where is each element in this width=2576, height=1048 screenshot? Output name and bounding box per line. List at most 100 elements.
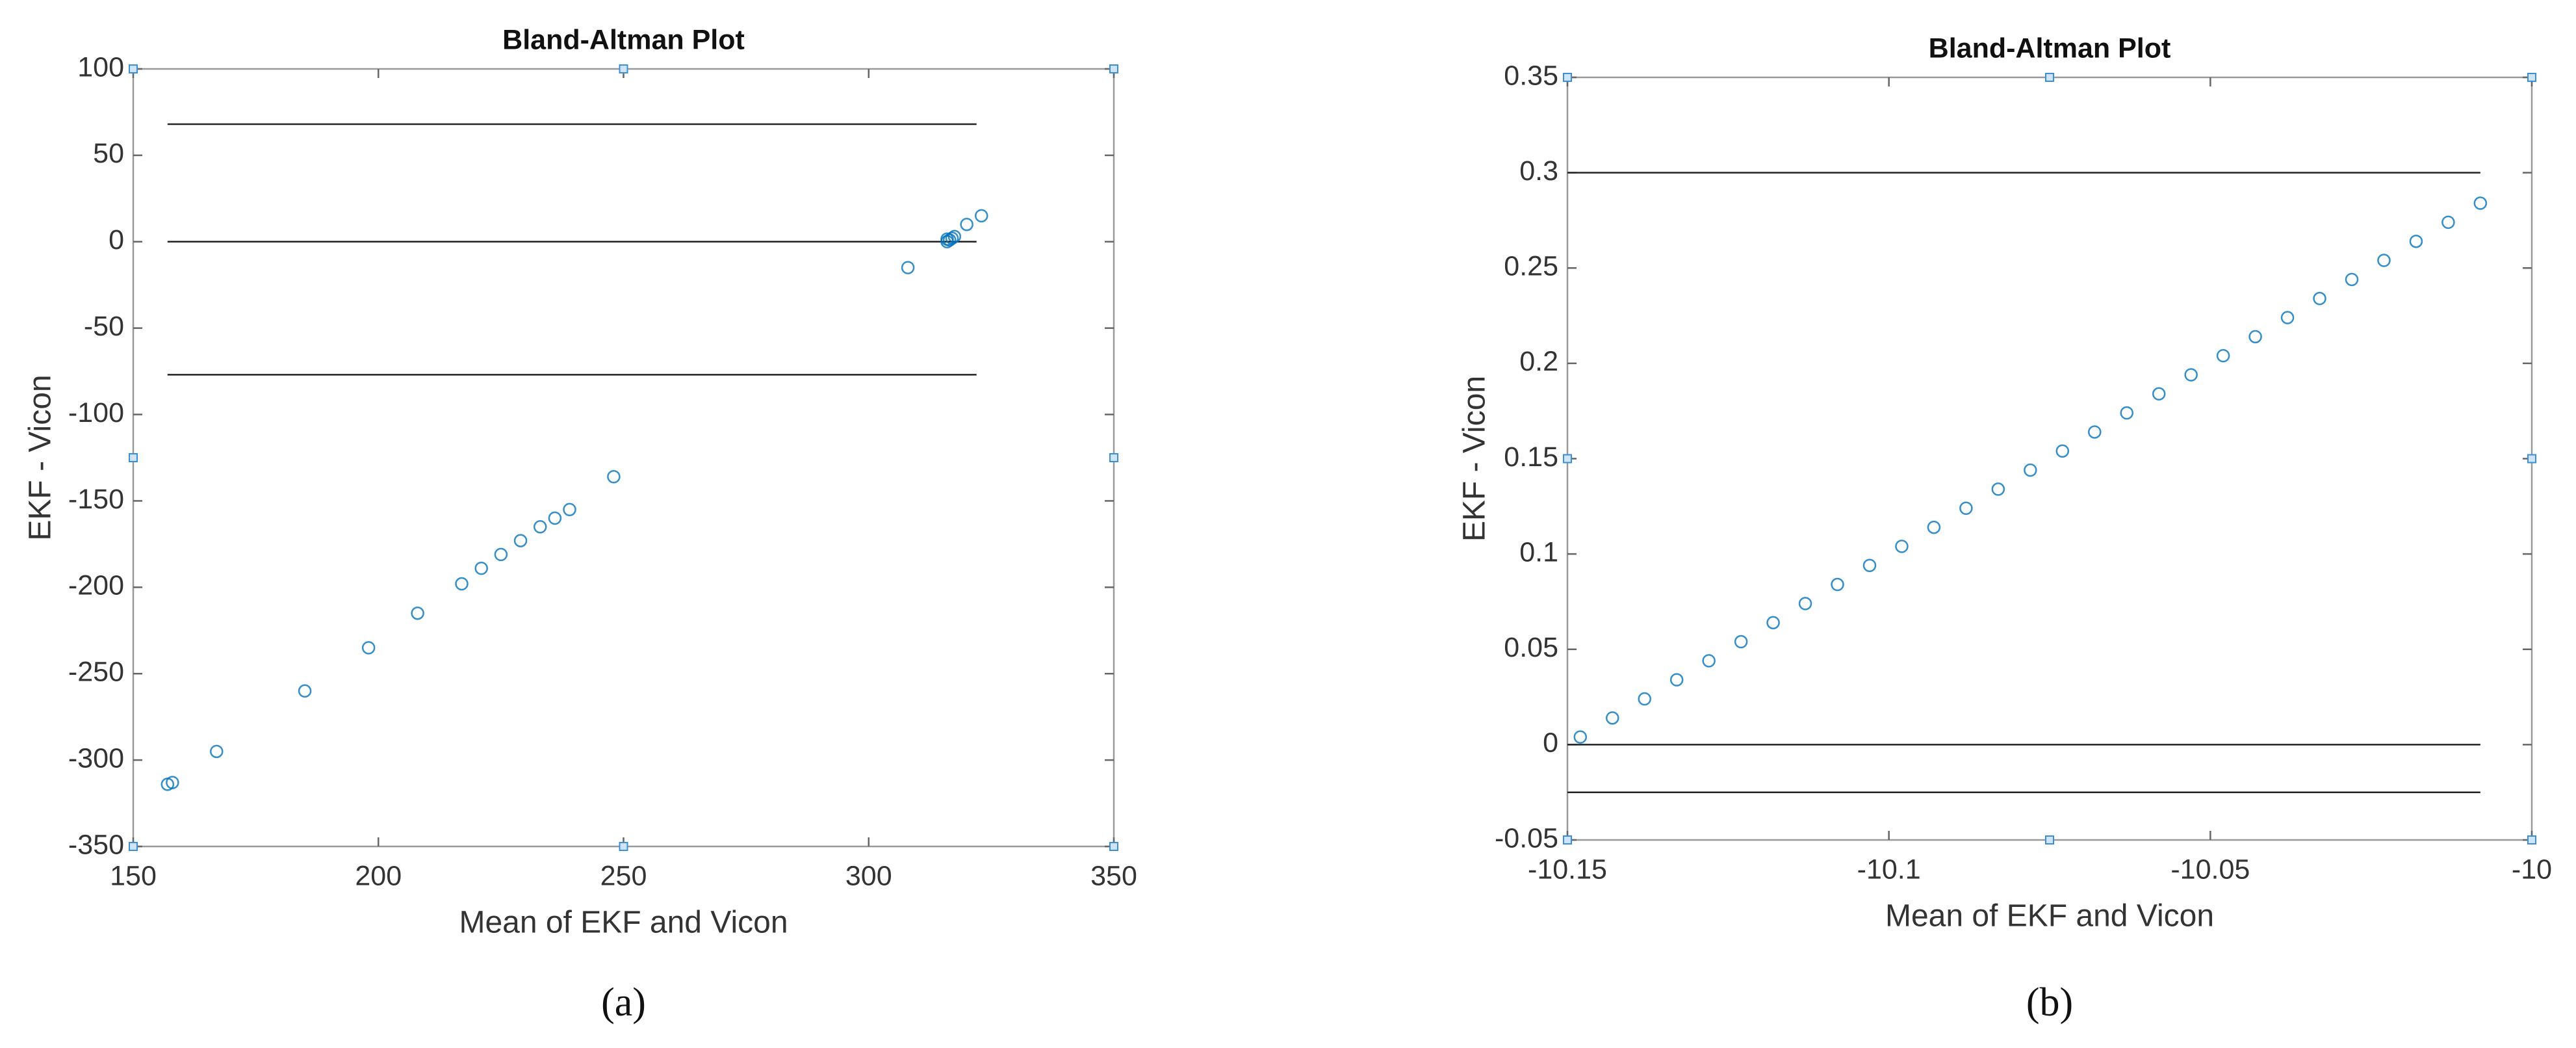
point <box>1862 558 1877 572</box>
point <box>2152 387 2166 401</box>
point <box>2473 196 2488 210</box>
y-tick-label: -150 <box>68 484 124 515</box>
y-axis-label: EKF - Vicon <box>23 374 58 540</box>
x-axis-label: Mean of EKF and Vicon <box>1885 899 2214 934</box>
y-tick-label: 0.25 <box>1504 251 1558 282</box>
selection-handle <box>619 64 628 73</box>
y-tick-label: 100 <box>77 51 124 83</box>
point <box>1766 616 1780 629</box>
point <box>2377 254 2391 267</box>
point <box>1927 520 1941 534</box>
point <box>1895 540 1909 553</box>
y-tick-label: 50 <box>93 138 124 169</box>
x-tick-label: -10 <box>2512 854 2552 885</box>
axes-box <box>1566 76 2533 841</box>
selection-handle <box>2527 835 2536 845</box>
point <box>563 503 576 516</box>
y-tick-label: 0 <box>109 224 124 255</box>
point <box>533 520 547 534</box>
selection-handle <box>129 453 138 462</box>
y-tick-label: 0.15 <box>1504 441 1558 473</box>
panel-label: (a) <box>601 980 646 1025</box>
y-tick-label: -200 <box>68 570 124 601</box>
point <box>513 534 528 547</box>
selection-handle <box>1563 73 1572 82</box>
x-tick-label: -10.1 <box>1857 854 1921 885</box>
selection-handle <box>2527 454 2536 464</box>
x-axis-label: Mean of EKF and Vicon <box>459 906 788 940</box>
selection-handle <box>129 64 138 73</box>
selection-handle <box>2527 73 2536 82</box>
x-tick-label: -10.15 <box>1528 854 1607 885</box>
point <box>2313 291 2326 306</box>
point <box>1573 730 1588 744</box>
point <box>2409 234 2423 248</box>
y-tick-label: 0.3 <box>1519 155 1558 187</box>
x-tick-label: 150 <box>110 860 157 891</box>
y-tick-label: -50 <box>84 311 124 342</box>
y-tick-label: 0.35 <box>1504 60 1558 91</box>
point <box>210 744 224 759</box>
point <box>975 209 988 223</box>
selection-handle <box>129 842 138 851</box>
selection-handle <box>1109 453 1118 462</box>
point <box>166 776 179 789</box>
axes-box <box>132 68 1115 848</box>
y-tick-label: 0.1 <box>1519 536 1558 568</box>
chart-title: Bland-Altman Plot <box>1929 33 2171 64</box>
y-axis-label: EKF - Vicon <box>1458 376 1492 542</box>
selection-handle <box>2045 835 2054 845</box>
panel-label: (b) <box>2026 980 2073 1025</box>
point <box>2024 463 2037 477</box>
chart-title: Bland-Altman Plot <box>502 24 745 55</box>
selection-handle <box>1109 64 1118 73</box>
point <box>494 547 508 562</box>
point <box>2120 406 2133 420</box>
y-tick-label: -0.05 <box>1495 822 1558 854</box>
x-tick-label: 300 <box>845 860 892 891</box>
y-tick-label: -100 <box>68 397 124 428</box>
point <box>607 469 621 484</box>
point <box>1669 673 1684 687</box>
point <box>474 561 488 575</box>
point <box>1831 577 1844 592</box>
selection-handle <box>619 842 628 851</box>
x-tick-label: 350 <box>1090 860 1137 891</box>
x-tick-label: 200 <box>355 860 402 891</box>
point <box>1638 692 1651 706</box>
y-tick-label: -300 <box>68 742 124 774</box>
selection-handle <box>1563 835 1572 845</box>
point <box>1702 654 1716 668</box>
point <box>945 231 959 245</box>
point <box>298 684 312 698</box>
point <box>2088 425 2102 439</box>
point <box>2280 311 2295 324</box>
point <box>2216 348 2230 363</box>
point <box>947 229 962 244</box>
x-tick-label: 250 <box>600 860 647 891</box>
y-tick-label: -350 <box>68 829 124 860</box>
y-tick-label: 0.2 <box>1519 346 1558 377</box>
point <box>2248 330 2262 344</box>
point <box>2184 368 2198 382</box>
y-tick-label: 0 <box>1543 727 1558 759</box>
y-tick-label: -250 <box>68 657 124 688</box>
selection-handle <box>1563 454 1572 464</box>
point <box>1734 635 1748 649</box>
point <box>455 577 469 591</box>
point <box>1798 597 1812 610</box>
point <box>2441 215 2455 229</box>
point <box>411 606 424 620</box>
point <box>1991 482 2005 496</box>
point <box>548 511 562 525</box>
y-tick-label: 0.05 <box>1504 632 1558 663</box>
selection-handle <box>1109 842 1118 851</box>
point <box>2055 444 2070 458</box>
point <box>901 261 915 274</box>
point <box>361 641 376 655</box>
point <box>1606 711 1619 725</box>
point <box>1959 501 1973 515</box>
point <box>960 217 973 231</box>
point <box>2345 272 2359 287</box>
